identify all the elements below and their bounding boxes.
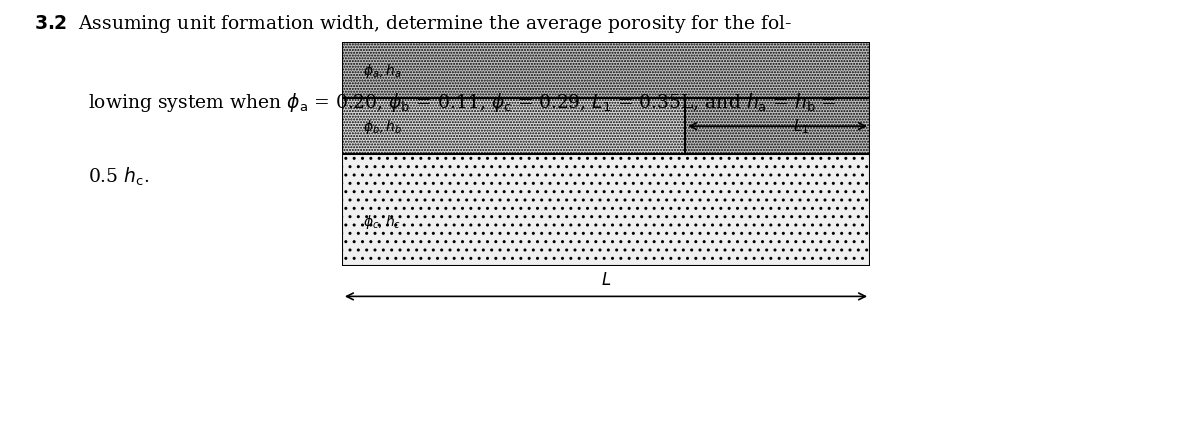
Text: $L$: $L$: [601, 271, 611, 288]
Text: 0.5 $h_{\rm c}$.: 0.5 $h_{\rm c}$.: [88, 166, 149, 188]
Bar: [342, 155, 870, 267]
Bar: [342, 99, 685, 155]
Text: $\phi_b, h_b$: $\phi_b, h_b$: [364, 118, 402, 136]
Bar: [342, 99, 685, 155]
Bar: [342, 43, 870, 99]
Text: lowing system when $\phi_{\rm a}$ = 0.20, $\phi_{\rm b}$ = 0.11, $\phi_{\rm c}$ : lowing system when $\phi_{\rm a}$ = 0.20…: [88, 90, 836, 113]
Bar: [685, 99, 870, 155]
Text: $\phi_c, h_c$: $\phi_c, h_c$: [364, 213, 401, 231]
Bar: [685, 99, 870, 155]
Text: $L_1$: $L_1$: [793, 117, 810, 136]
Bar: [342, 155, 870, 267]
Text: $\phi_a, h_a$: $\phi_a, h_a$: [364, 62, 402, 80]
Bar: [342, 43, 870, 99]
Text: $\mathbf{3.2}$  Assuming unit formation width, determine the average porosity fo: $\mathbf{3.2}$ Assuming unit formation w…: [34, 13, 792, 35]
